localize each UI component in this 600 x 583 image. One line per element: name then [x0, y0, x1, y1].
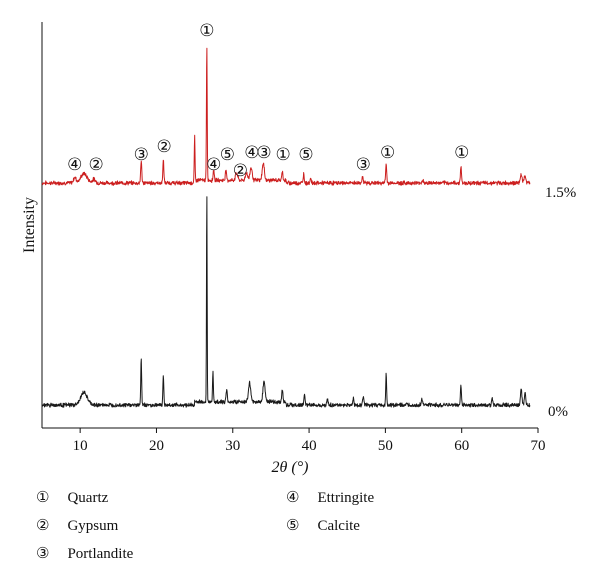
series-label-1-5-percent: 1.5% — [545, 185, 576, 201]
series-label-0-percent: 0% — [548, 404, 568, 420]
traces — [41, 47, 531, 408]
legend-key: ① — [36, 488, 50, 506]
peak-annotation: ④ — [206, 155, 221, 175]
y-axis-label: Intensity — [21, 197, 38, 253]
peak-annotation: ③ — [256, 143, 271, 163]
legend-text: Calcite — [317, 518, 360, 534]
peak-annotation: ④ — [67, 155, 82, 175]
axes: 10 20 30 40 50 60 70 — [41, 22, 546, 454]
legend-item-portlandite: ③ Portlandite — [36, 544, 133, 563]
legend-text: Ettringite — [317, 490, 375, 506]
x-tick-label: 10 — [73, 438, 88, 454]
legend-key: ③ — [36, 544, 50, 562]
series-line-one-five-percent — [41, 47, 531, 186]
legend-item-calcite: ⑤ Calcite — [286, 516, 360, 535]
legend-text: Quartz — [67, 490, 109, 506]
x-tick-label: 30 — [225, 438, 240, 454]
peak-annotation: ① — [276, 145, 291, 165]
phase-legend: ① Quartz ② Gypsum ③ Portlandite ④ Ettringite… — [36, 488, 576, 578]
peak-annotation: ② — [233, 161, 248, 181]
peak-annotation: ① — [454, 143, 469, 163]
x-tick-label: 50 — [378, 438, 393, 454]
legend-text: Gypsum — [67, 518, 119, 534]
x-tick-label: 60 — [454, 438, 469, 454]
peak-annotation: ⑤ — [298, 145, 313, 165]
x-tick-label: 40 — [302, 438, 317, 454]
legend-text: Portlandite — [67, 546, 134, 562]
peak-annotation: ① — [199, 21, 214, 41]
legend-key: ④ — [286, 488, 300, 506]
peak-annotation: ④ — [244, 143, 259, 163]
peak-annotation: ③ — [356, 155, 371, 175]
legend-key: ② — [36, 516, 50, 534]
x-tick-label: 20 — [149, 438, 164, 454]
x-axis-label: 2θ (°) — [272, 459, 309, 476]
legend-item-quartz: ① Quartz — [36, 488, 108, 507]
legend-item-gypsum: ② Gypsum — [36, 516, 118, 535]
peak-annotation: ② — [89, 155, 104, 175]
peak-annotation: ③ — [134, 145, 149, 165]
series-line-zero-percent — [41, 196, 531, 408]
peak-annotation: ② — [156, 137, 171, 157]
legend-key: ⑤ — [286, 516, 300, 534]
peak-annotation: ① — [380, 143, 395, 163]
peak-annotation: ⑤ — [220, 145, 235, 165]
x-tick-label: 70 — [531, 438, 546, 454]
legend-item-ettringite: ④ Ettringite — [286, 488, 374, 507]
